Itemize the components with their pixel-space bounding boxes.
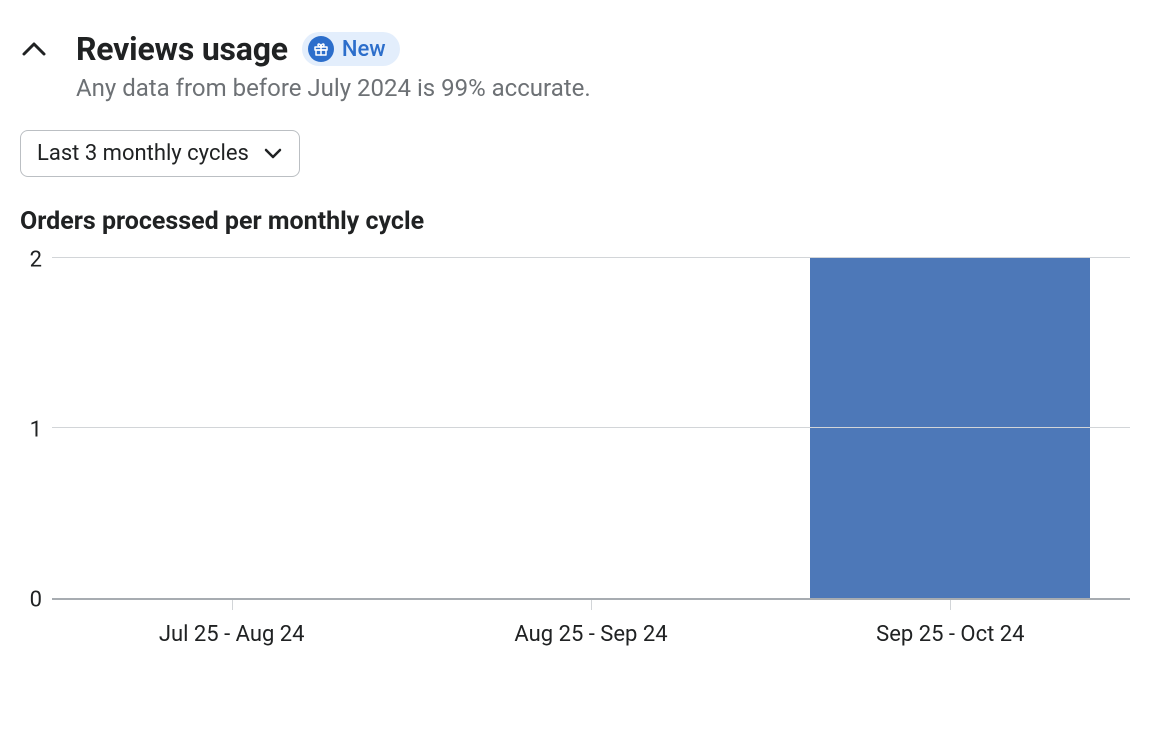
x-tick-slot [771,600,1130,612]
gridline [52,257,1130,258]
gridline [52,427,1130,428]
filter-row: Last 3 monthly cycles [20,130,1130,177]
title-line: Reviews usage New [76,30,591,68]
x-tick-line [950,600,951,610]
subtitle: Any data from before July 2024 is 99% ac… [76,74,591,102]
chart-area: 012 Jul 25 - Aug 24Aug 25 - Sep 24Sep 25… [20,260,1130,647]
title-block: Reviews usage New Any data from before J… [76,30,591,102]
chevron-up-icon [20,45,48,64]
x-tickmarks [52,600,1130,612]
bar-slot [411,260,770,598]
chevron-down-icon [263,141,283,166]
y-axis: 012 [20,260,52,600]
x-tick-line [232,600,233,610]
x-axis-labels: Jul 25 - Aug 24Aug 25 - Sep 24Sep 25 - O… [52,622,1130,647]
x-tick-line [591,600,592,610]
badge-label: New [342,37,386,62]
date-range-dropdown[interactable]: Last 3 monthly cycles [20,130,300,177]
plot [52,260,1130,600]
y-tick-label: 0 [30,588,42,613]
x-tick-slot [52,600,411,612]
x-tick-slot [411,600,770,612]
bar [810,258,1090,598]
x-axis-label: Sep 25 - Oct 24 [771,622,1130,647]
collapse-toggle[interactable] [20,30,48,64]
y-tick-label: 2 [30,248,42,273]
dropdown-selected-label: Last 3 monthly cycles [37,141,249,166]
header-section: Reviews usage New Any data from before J… [20,30,1130,102]
plot-wrapper: Jul 25 - Aug 24Aug 25 - Sep 24Sep 25 - O… [52,260,1130,647]
x-axis-label: Jul 25 - Aug 24 [52,622,411,647]
y-tick-label: 1 [30,418,42,443]
gift-icon [308,36,334,62]
chart-title: Orders processed per monthly cycle [20,207,1130,236]
bar-slot [771,260,1130,598]
bar-slot [52,260,411,598]
bars-row [52,260,1130,598]
x-axis-label: Aug 25 - Sep 24 [411,622,770,647]
page-title: Reviews usage [76,30,288,68]
new-badge: New [302,32,400,66]
